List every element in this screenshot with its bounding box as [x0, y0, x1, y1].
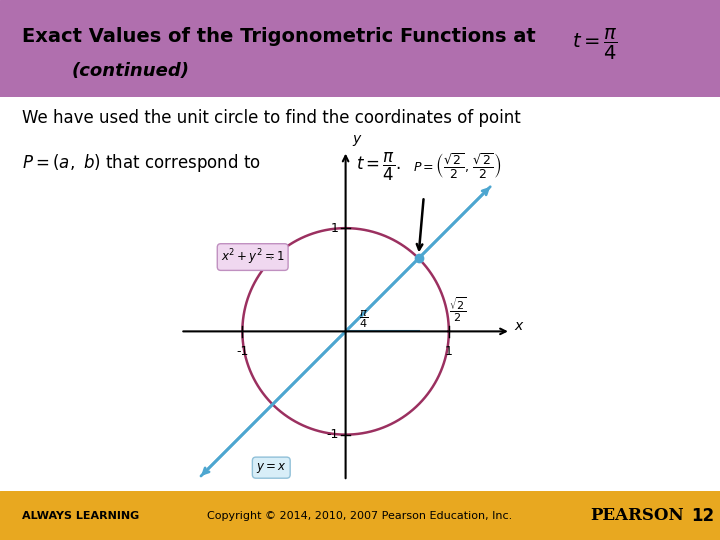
Text: $P=\left(\dfrac{\sqrt{2}}{2},\,\dfrac{\sqrt{2}}{2}\right)$: $P=\left(\dfrac{\sqrt{2}}{2},\,\dfrac{\s…	[413, 151, 502, 181]
Text: 1: 1	[330, 221, 338, 235]
Text: PEARSON: PEARSON	[590, 507, 684, 524]
Text: $y$: $y$	[352, 133, 362, 147]
Text: $t=\dfrac{\pi}{4}.$: $t=\dfrac{\pi}{4}.$	[356, 151, 402, 183]
Text: $\dfrac{\pi}{4}$: $\dfrac{\pi}{4}$	[359, 308, 368, 330]
Text: $y=x$: $y=x$	[256, 461, 287, 475]
Text: -1: -1	[236, 345, 248, 358]
Text: $\dfrac{\sqrt{2}}{2}$: $\dfrac{\sqrt{2}}{2}$	[449, 296, 467, 324]
Text: $P = (a,\ b)$ that correspond to: $P = (a,\ b)$ that correspond to	[22, 152, 261, 174]
Text: 12: 12	[691, 507, 714, 525]
Text: -1: -1	[326, 428, 338, 441]
Text: Copyright © 2014, 2010, 2007 Pearson Education, Inc.: Copyright © 2014, 2010, 2007 Pearson Edu…	[207, 511, 513, 521]
Text: We have used the unit circle to find the coordinates of point: We have used the unit circle to find the…	[22, 109, 521, 127]
Text: (continued): (continued)	[72, 62, 190, 80]
Text: $t=\dfrac{\pi}{4}$: $t=\dfrac{\pi}{4}$	[572, 27, 618, 62]
Text: $x^2+y^2=1$: $x^2+y^2=1$	[221, 247, 284, 267]
Text: 1: 1	[445, 345, 453, 358]
Text: $x$: $x$	[514, 319, 525, 333]
Text: Exact Values of the Trigonometric Functions at: Exact Values of the Trigonometric Functi…	[22, 27, 542, 46]
Text: ALWAYS LEARNING: ALWAYS LEARNING	[22, 511, 139, 521]
